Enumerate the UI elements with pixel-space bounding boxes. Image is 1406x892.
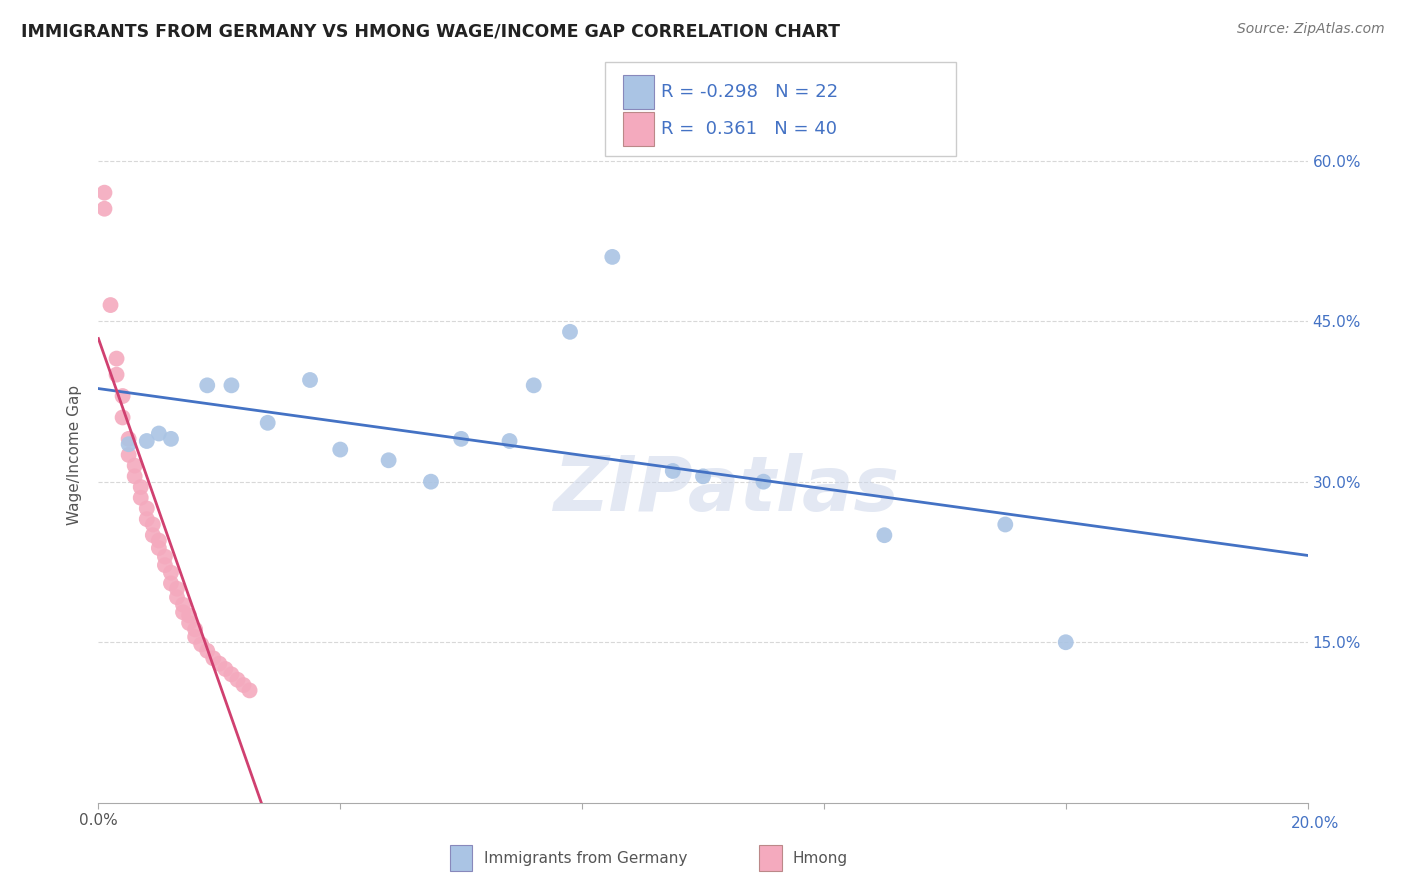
Y-axis label: Wage/Income Gap: Wage/Income Gap: [67, 384, 83, 525]
Point: [166, 591, 188, 605]
Text: Hmong: Hmong: [793, 851, 848, 865]
Point: [93, 202, 115, 216]
Point: [420, 475, 443, 489]
Text: Source: ZipAtlas.com: Source: ZipAtlas.com: [1237, 22, 1385, 37]
Point: [129, 480, 152, 494]
Text: R =  0.361   N = 40: R = 0.361 N = 40: [661, 120, 837, 137]
Point: [195, 644, 218, 658]
Point: [160, 576, 183, 591]
Point: [124, 469, 146, 483]
Text: ZIPatlas: ZIPatlas: [554, 453, 900, 526]
Point: [450, 432, 472, 446]
Point: [752, 475, 775, 489]
Point: [558, 325, 581, 339]
Point: [148, 541, 170, 555]
Point: [184, 623, 207, 637]
Point: [166, 582, 188, 596]
Text: Immigrants from Germany: Immigrants from Germany: [484, 851, 688, 865]
Point: [142, 517, 165, 532]
Point: [202, 651, 225, 665]
Point: [160, 432, 183, 446]
Point: [135, 434, 157, 448]
Point: [148, 533, 170, 548]
Point: [105, 351, 128, 366]
Point: [873, 528, 896, 542]
Point: [299, 373, 322, 387]
Point: [221, 667, 243, 681]
Point: [498, 434, 520, 448]
Point: [111, 389, 134, 403]
Point: [179, 615, 201, 630]
Point: [100, 298, 122, 312]
Point: [184, 630, 207, 644]
Text: 20.0%: 20.0%: [1291, 816, 1339, 831]
Point: [1054, 635, 1077, 649]
Point: [195, 378, 218, 392]
Point: [129, 491, 152, 505]
Point: [179, 608, 201, 623]
Point: [160, 566, 183, 580]
Point: [256, 416, 278, 430]
Point: [232, 678, 254, 692]
Point: [135, 501, 157, 516]
Point: [135, 512, 157, 526]
Point: [111, 410, 134, 425]
Point: [93, 186, 115, 200]
Point: [105, 368, 128, 382]
Point: [124, 458, 146, 473]
Point: [118, 448, 141, 462]
Point: [221, 378, 243, 392]
Text: IMMIGRANTS FROM GERMANY VS HMONG WAGE/INCOME GAP CORRELATION CHART: IMMIGRANTS FROM GERMANY VS HMONG WAGE/IN…: [21, 22, 841, 40]
Point: [172, 605, 194, 619]
Point: [153, 549, 176, 564]
Point: [662, 464, 685, 478]
Text: R = -0.298   N = 22: R = -0.298 N = 22: [661, 83, 838, 102]
Point: [214, 662, 236, 676]
Point: [602, 250, 624, 264]
Point: [190, 637, 212, 651]
Point: [523, 378, 546, 392]
Point: [118, 437, 141, 451]
Point: [226, 673, 249, 687]
Point: [142, 528, 165, 542]
Point: [153, 558, 176, 573]
Point: [377, 453, 399, 467]
Point: [172, 598, 194, 612]
Point: [329, 442, 352, 457]
Point: [994, 517, 1017, 532]
Point: [692, 469, 714, 483]
Point: [118, 432, 141, 446]
Point: [148, 426, 170, 441]
Point: [208, 657, 231, 671]
Point: [239, 683, 262, 698]
